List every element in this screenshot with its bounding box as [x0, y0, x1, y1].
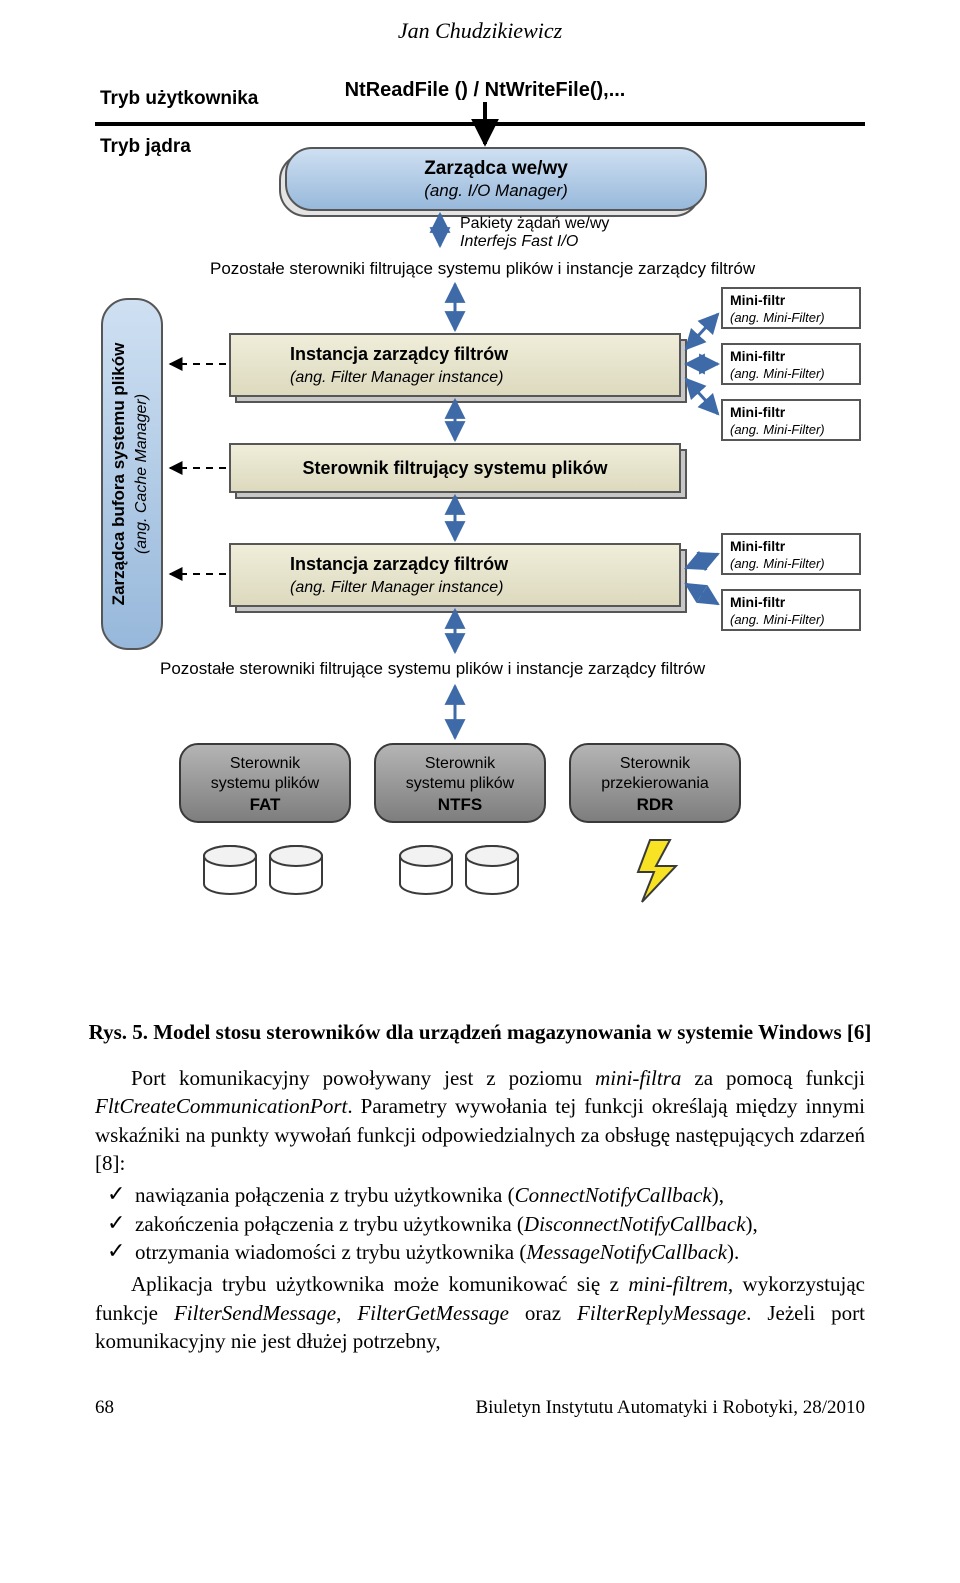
svg-text:Sterownik filtrujący systemu p: Sterownik filtrujący systemu plików — [302, 458, 608, 478]
publication-info: Biuletyn Instytutu Automatyki i Robotyki… — [475, 1395, 865, 1421]
svg-text:Instancja zarządcy filtrów: Instancja zarządcy filtrów — [290, 344, 509, 364]
label-api-call: NtReadFile () / NtWriteFile(),... — [345, 79, 626, 101]
label-other-filters-bottom: Pozostałe sterowniki filtrujące systemu … — [160, 659, 706, 678]
svg-text:Mini-filtr: Mini-filtr — [730, 404, 786, 420]
svg-text:Sterownik: Sterownik — [425, 755, 496, 772]
label-other-filters-top: Pozostałe sterowniki filtrujące systemu … — [210, 259, 756, 278]
body-text: Port komunikacyjny powoływany jest z poz… — [95, 1064, 865, 1355]
diagram-stack-model: NtReadFile () / NtWriteFile(),... Tryb u… — [90, 74, 870, 1004]
node-mini-filter-4: Mini-filtr (ang. Mini-Filter) — [686, 534, 860, 574]
para1b: za pomocą funkcji — [681, 1066, 865, 1090]
svg-text:(ang. Cache Manager): (ang. Cache Manager) — [133, 394, 150, 554]
svg-text:Zarządca we/wy: Zarządca we/wy — [424, 158, 568, 179]
svg-text:(ang. Mini-Filter): (ang. Mini-Filter) — [730, 556, 825, 571]
svg-text:(ang. Mini-Filter): (ang. Mini-Filter) — [730, 422, 825, 437]
node-mini-filter-1: Mini-filtr (ang. Mini-Filter) — [686, 288, 860, 349]
node-driver-rdr: Sterownik przekierowania RDR — [570, 744, 740, 822]
para1-em1: mini-filtra — [595, 1066, 681, 1090]
para2a: Aplikacja trybu użytkownika może komunik… — [131, 1272, 628, 1296]
node-mini-filter-5: Mini-filtr (ang. Mini-Filter) — [686, 584, 860, 630]
list-item: zakończenia połączenia z trybu użytkowni… — [101, 1210, 865, 1238]
svg-text:Instancja zarządcy filtrów: Instancja zarządcy filtrów — [290, 554, 509, 574]
svg-text:systemu plików: systemu plików — [406, 775, 515, 792]
node-mini-filter-3: Mini-filtr (ang. Mini-Filter) — [686, 379, 860, 440]
disk-icon — [204, 846, 518, 894]
svg-text:systemu plików: systemu plików — [211, 775, 320, 792]
svg-text:Mini-filtr: Mini-filtr — [730, 538, 786, 554]
figure-caption: Rys. 5. Model stosu sterowników dla urzą… — [80, 1018, 880, 1046]
svg-text:Interfejs Fast I/O: Interfejs Fast I/O — [460, 233, 578, 250]
list-item: otrzymania wiadomości z trybu użytkownik… — [101, 1238, 865, 1266]
svg-text:(ang. I/O Manager): (ang. I/O Manager) — [424, 181, 568, 200]
svg-text:przekierowania: przekierowania — [601, 775, 709, 792]
label-kernel-mode: Tryb jądra — [100, 136, 191, 157]
node-driver-fat: Sterownik systemu plików FAT — [180, 744, 350, 822]
author-name: Jan Chudzikiewicz — [0, 0, 960, 74]
svg-text:Zarządca bufora systemu plików: Zarządca bufora systemu plików — [109, 342, 128, 605]
svg-text:Mini-filtr: Mini-filtr — [730, 594, 786, 610]
svg-text:(ang. Mini-Filter): (ang. Mini-Filter) — [730, 612, 825, 627]
svg-text:FAT: FAT — [250, 795, 281, 814]
label-user-mode: Tryb użytkownika — [100, 88, 259, 109]
node-driver-ntfs: Sterownik systemu plików NTFS — [375, 744, 545, 822]
node-mini-filter-2: Mini-filtr (ang. Mini-Filter) — [686, 344, 860, 384]
svg-text:Sterownik: Sterownik — [230, 755, 301, 772]
svg-text:(ang. Mini-Filter): (ang. Mini-Filter) — [730, 366, 825, 381]
list-item: nawiązania połączenia z trybu użytkownik… — [101, 1181, 865, 1209]
lightning-icon — [638, 840, 676, 902]
svg-text:Pakiety żądań we/wy: Pakiety żądań we/wy — [460, 215, 609, 232]
svg-text:NTFS: NTFS — [438, 795, 482, 814]
para1a: Port komunikacyjny powoływany jest z poz… — [131, 1066, 595, 1090]
svg-text:(ang. Mini-Filter): (ang. Mini-Filter) — [730, 310, 825, 325]
para2-em1: mini-filtrem — [628, 1272, 728, 1296]
para1-em2: FltCreateCommunicationPort — [95, 1094, 347, 1118]
svg-text:(ang. Filter Manager instance): (ang. Filter Manager instance) — [290, 369, 503, 386]
svg-text:Mini-filtr: Mini-filtr — [730, 348, 786, 364]
svg-text:(ang. Filter Manager instance): (ang. Filter Manager instance) — [290, 579, 503, 596]
svg-text:RDR: RDR — [637, 795, 674, 814]
svg-text:Mini-filtr: Mini-filtr — [730, 292, 786, 308]
svg-text:Sterownik: Sterownik — [620, 755, 691, 772]
page-number: 68 — [95, 1395, 114, 1421]
